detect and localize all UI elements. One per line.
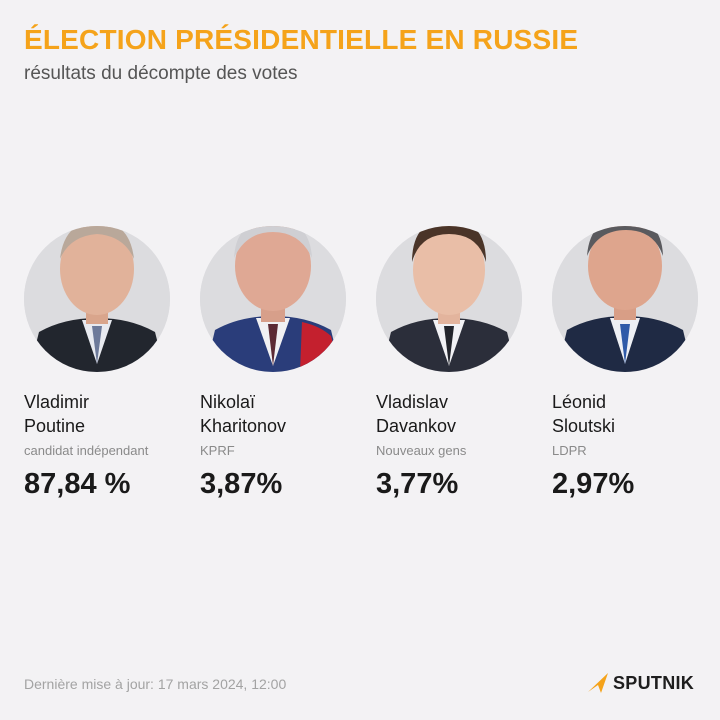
candidate-portrait — [24, 214, 170, 372]
candidate-last-name: Sloutski — [552, 416, 616, 436]
candidate-party: KPRF — [200, 443, 235, 458]
candidate-first-name: Léonid — [552, 392, 607, 412]
candidate-portrait — [200, 214, 346, 372]
page-title: ÉLECTION PRÉSIDENTIELLE EN RUSSIE — [24, 24, 579, 55]
candidate-party: candidat indépendant — [24, 443, 149, 458]
candidate-percent: 3,77% — [376, 468, 459, 500]
candidate-percent: 3,87% — [200, 468, 283, 500]
candidate-first-name: Nikolaï — [200, 392, 256, 412]
candidate-percent: 2,97% — [552, 468, 635, 500]
sputnik-logo-icon — [588, 673, 608, 693]
candidate-first-name: Vladimir — [24, 392, 90, 412]
candidate-name: Vladislav Davankov — [376, 390, 546, 438]
page-subtitle: résultats du décompte des votes — [24, 63, 298, 84]
candidate-name: Vladimir Poutine — [24, 390, 194, 438]
candidate-last-name: Poutine — [24, 416, 86, 436]
last-updated: Dernière mise à jour: 17 mars 2024, 12:0… — [24, 676, 287, 692]
candidate-card: Léonid Sloutski LDPR 2,97% — [552, 214, 720, 514]
candidate-party: LDPR — [552, 443, 587, 458]
candidate-name: Nikolaï Kharitonov — [200, 390, 370, 438]
candidate-card: Vladimir Poutine candidat indépendant 87… — [24, 214, 194, 514]
brand-name: SPUTNIK — [613, 672, 695, 693]
candidate-percent: 87,84 % — [24, 468, 131, 500]
candidate-last-name: Kharitonov — [200, 416, 287, 436]
candidate-card: Nikolaï Kharitonov KPRF 3,87% — [200, 214, 370, 514]
candidate-card: Vladislav Davankov Nouveaux gens 3,77% — [376, 214, 546, 514]
candidate-first-name: Vladislav — [376, 392, 449, 412]
candidate-portrait — [376, 214, 522, 372]
candidates-list: Vladimir Poutine candidat indépendant 87… — [24, 214, 704, 514]
candidate-last-name: Davankov — [376, 416, 457, 436]
brand-logo: SPUTNIK — [587, 672, 694, 694]
candidate-party: Nouveaux gens — [376, 443, 467, 458]
candidate-name: Léonid Sloutski — [552, 390, 720, 438]
candidate-portrait — [552, 214, 698, 372]
